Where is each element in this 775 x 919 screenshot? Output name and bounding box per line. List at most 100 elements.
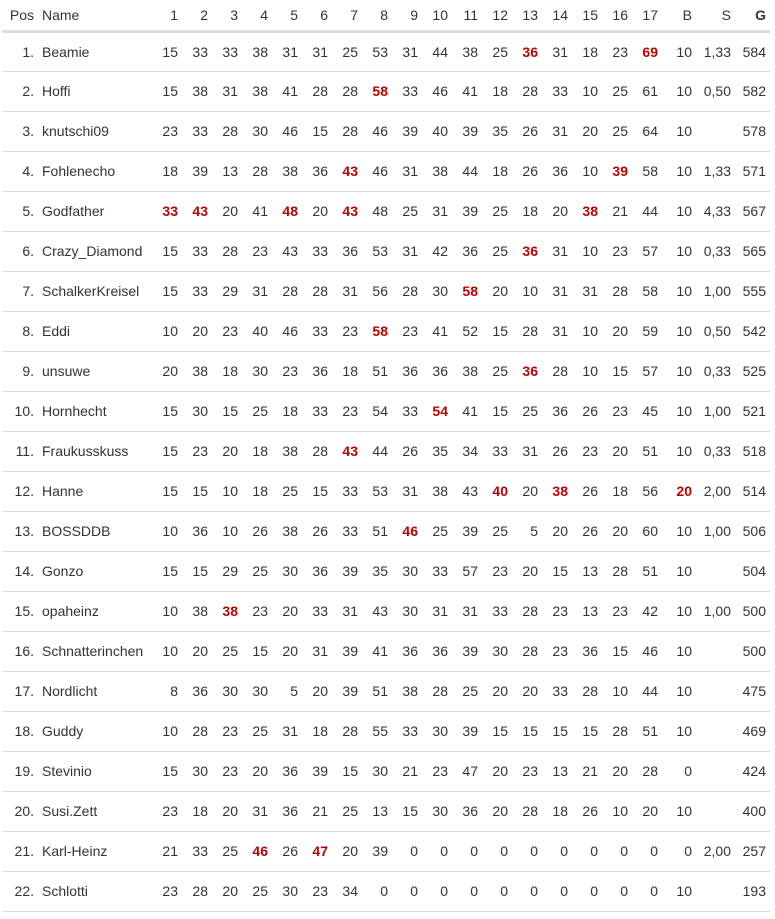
table-row[interactable]: 15. opaheinz 10 38 38 23 20 33 31 43 30 31 31 33 28 23 1… [2, 591, 770, 632]
score-cell-round-4: 30 [240, 111, 270, 152]
score-cell-round-12: 25 [480, 511, 510, 552]
total-cell: 521 [735, 391, 770, 432]
score-cell-round-7: 33 [330, 471, 360, 512]
score-cell-round-6: 21 [300, 791, 330, 832]
table-row[interactable]: 12. Hanne 15 15 10 18 25 15 33 53 31 38 43 40 20 38 26 18… [2, 471, 770, 512]
position-cell: 16. [2, 631, 38, 672]
table-row[interactable]: 20. Susi.Zett 23 18 20 31 36 21 25 13 15 30 36 20 28 18… [2, 791, 770, 832]
table-row[interactable]: 16. Schnatterinchen 10 20 25 15 20 31 39 41 36 36 39… [2, 631, 770, 672]
table-row[interactable]: 18. Guddy 10 28 23 25 31 18 28 55 33 30 39 15 15 15 15 28… [2, 711, 770, 752]
header-round-14[interactable]: 14 [540, 0, 570, 33]
table-row[interactable]: 1. Beamie 15 33 33 38 31 31 25 53 31 44 38 25 36 31 18 23… [2, 31, 770, 72]
s-cell: 0,50 [695, 311, 735, 352]
score-cell-round-14: 31 [540, 311, 570, 352]
score-cell-round-13: 5 [510, 511, 540, 552]
score-cell-round-2: 33 [180, 271, 210, 312]
score-cell-round-17: 44 [630, 671, 660, 712]
header-round-8[interactable]: 8 [360, 0, 390, 33]
table-row[interactable]: 6. Crazy_Diamond 15 33 28 23 43 33 36 53 31 42 36 25 3… [2, 231, 770, 272]
score-cell-round-4: 46 [240, 831, 270, 872]
score-cell-round-12: 25 [480, 351, 510, 392]
score-cell-round-11: 25 [450, 671, 480, 712]
header-g[interactable]: G [735, 0, 770, 33]
header-b[interactable]: B [660, 0, 695, 33]
header-round-13[interactable]: 13 [510, 0, 540, 33]
score-cell-round-16: 10 [600, 791, 630, 832]
score-cell-round-10: 28 [420, 671, 450, 712]
score-cell-round-15: 26 [570, 471, 600, 512]
score-cell-round-14: 28 [540, 351, 570, 392]
table-row[interactable]: 17. Nordlicht 8 36 30 30 5 20 39 51 38 28 25 20 20 33 28… [2, 671, 770, 712]
score-cell-round-2: 36 [180, 511, 210, 552]
table-row[interactable]: 14. Gonzo 15 15 29 25 30 36 39 35 30 33 57 23 20 15 13 28… [2, 551, 770, 592]
score-cell-round-5: 30 [270, 871, 300, 912]
position-cell: 12. [2, 471, 38, 512]
score-cell-round-7: 15 [330, 751, 360, 792]
player-name: Stevinio [38, 751, 150, 792]
table-row[interactable]: 4. Fohlenecho 18 39 13 28 38 36 43 46 31 38 44 18 26 36… [2, 151, 770, 192]
score-cell-round-3: 10 [210, 511, 240, 552]
header-round-1[interactable]: 1 [150, 0, 180, 33]
table-row[interactable]: 11. Fraukusskuss 15 23 20 18 38 28 43 44 26 35 34 33 3… [2, 431, 770, 472]
score-cell-round-1: 10 [150, 311, 180, 352]
header-round-11[interactable]: 11 [450, 0, 480, 33]
header-round-10[interactable]: 10 [420, 0, 450, 33]
score-cell-round-7: 43 [330, 151, 360, 192]
score-cell-round-2: 18 [180, 791, 210, 832]
table-row[interactable]: 9. unsuwe 20 38 18 30 23 36 18 51 36 36 38 25 36 28 10 15… [2, 351, 770, 392]
bonus-cell: 10 [660, 591, 695, 632]
header-round-17[interactable]: 17 [630, 0, 660, 33]
score-cell-round-8: 56 [360, 271, 390, 312]
header-name[interactable]: Name [38, 0, 150, 33]
header-round-6[interactable]: 6 [300, 0, 330, 33]
header-round-4[interactable]: 4 [240, 0, 270, 33]
score-cell-round-16: 25 [600, 111, 630, 152]
score-cell-round-12: 40 [480, 471, 510, 512]
header-round-16[interactable]: 16 [600, 0, 630, 33]
table-row[interactable]: 5. Godfather 33 43 20 41 48 20 43 48 25 31 39 25 18 20 3… [2, 191, 770, 232]
table-row[interactable]: 7. SchalkerKreisel 15 33 29 31 28 28 31 56 28 30 58 2… [2, 271, 770, 312]
table-row[interactable]: 19. Stevinio 15 30 23 20 36 39 15 30 21 23 47 20 23 13 2… [2, 751, 770, 792]
header-round-7[interactable]: 7 [330, 0, 360, 33]
score-cell-round-9: 33 [390, 391, 420, 432]
score-cell-round-14: 0 [540, 871, 570, 912]
score-cell-round-3: 29 [210, 271, 240, 312]
score-cell-round-11: 36 [450, 231, 480, 272]
table-row[interactable]: 21. Karl-Heinz 21 33 25 46 26 47 20 39 0 0 0 0 0 0 0 0 0 0 2… [2, 831, 770, 872]
score-cell-round-14: 33 [540, 71, 570, 112]
header-pos[interactable]: Pos [2, 0, 38, 33]
total-cell: 193 [735, 871, 770, 912]
score-cell-round-7: 25 [330, 31, 360, 72]
player-name: Hornhecht [38, 391, 150, 432]
score-cell-round-17: 56 [630, 471, 660, 512]
score-cell-round-16: 20 [600, 511, 630, 552]
header-round-5[interactable]: 5 [270, 0, 300, 33]
score-cell-round-13: 36 [510, 351, 540, 392]
position-cell: 8. [2, 311, 38, 352]
header-round-3[interactable]: 3 [210, 0, 240, 33]
player-name: Karl-Heinz [38, 831, 150, 872]
score-cell-round-16: 20 [600, 311, 630, 352]
total-cell: 565 [735, 231, 770, 272]
score-cell-round-9: 46 [390, 511, 420, 552]
score-cell-round-7: 36 [330, 231, 360, 272]
table-row[interactable]: 3. knutschi09 23 33 28 30 46 15 28 46 39 40 39 35 26 31… [2, 111, 770, 152]
table-row[interactable]: 2. Hoffi 15 38 31 38 41 28 28 58 33 46 41 18 28 33 10 25 6… [2, 71, 770, 112]
score-cell-round-2: 20 [180, 311, 210, 352]
header-round-12[interactable]: 12 [480, 0, 510, 33]
table-row[interactable]: 22. Schlotti 23 28 20 25 30 23 34 0 0 0 0 0 0 0 0 0 0 10 193 [2, 871, 770, 912]
score-cell-round-6: 33 [300, 391, 330, 432]
score-cell-round-13: 36 [510, 31, 540, 72]
table-row[interactable]: 8. Eddi 10 20 23 40 46 33 23 58 23 41 52 15 28 31 10 20 59… [2, 311, 770, 352]
header-round-2[interactable]: 2 [180, 0, 210, 33]
header-round-15[interactable]: 15 [570, 0, 600, 33]
table-row[interactable]: 13. BOSSDDB 10 36 10 26 38 26 33 51 46 25 39 25 5 20 26 2… [2, 511, 770, 552]
score-cell-round-17: 0 [630, 831, 660, 872]
score-cell-round-17: 46 [630, 631, 660, 672]
header-s[interactable]: S [695, 0, 735, 33]
table-row[interactable]: 10. Hornhecht 15 30 15 25 18 33 23 54 33 54 41 15 25 36… [2, 391, 770, 432]
score-cell-round-8: 48 [360, 191, 390, 232]
header-round-9[interactable]: 9 [390, 0, 420, 33]
score-cell-round-1: 10 [150, 591, 180, 632]
score-cell-round-6: 47 [300, 831, 330, 872]
